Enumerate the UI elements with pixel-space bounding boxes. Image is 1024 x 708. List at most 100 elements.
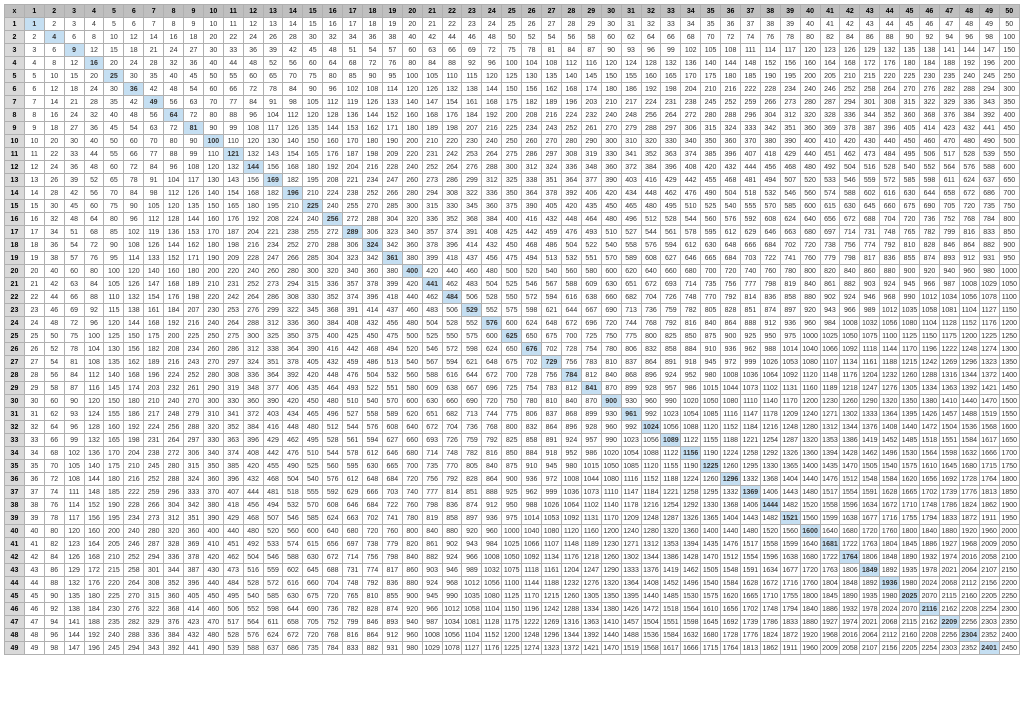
cell: 2 (24, 31, 44, 44)
cell: 430 (860, 135, 880, 148)
cell: 144 (243, 161, 263, 174)
cell: 336 (959, 96, 979, 109)
cell: 1457 (621, 616, 641, 629)
cell: 90 (601, 44, 621, 57)
cell: 215 (860, 70, 880, 83)
cell: 84 (64, 369, 84, 382)
cell: 312 (780, 109, 800, 122)
cell: 736 (462, 421, 482, 434)
cell: 230 (462, 135, 482, 148)
cell: 1330 (701, 499, 721, 512)
cell: 870 (581, 395, 601, 408)
cell: 322 (919, 96, 939, 109)
cell: 799 (343, 616, 363, 629)
cell: 1840 (919, 525, 939, 538)
cell: 440 (223, 525, 243, 538)
cell: 1350 (999, 356, 1019, 369)
cell: 186 (621, 83, 641, 96)
cell: 875 (502, 460, 522, 473)
cell: 196 (283, 187, 303, 200)
cell: 1666 (681, 642, 701, 655)
cell: 1554 (840, 486, 860, 499)
cell: 2303 (939, 642, 959, 655)
col-header: 37 (740, 5, 760, 18)
cell: 650 (502, 343, 522, 356)
cell: 420 (243, 460, 263, 473)
cell: 11 (223, 18, 243, 31)
cell: 1326 (780, 447, 800, 460)
cell: 1148 (820, 369, 840, 382)
cell: 144 (482, 83, 502, 96)
cell: 782 (462, 447, 482, 460)
cell: 96 (959, 31, 979, 44)
cell: 231 (144, 434, 164, 447)
cell: 1470 (701, 551, 721, 564)
cell: 1710 (900, 499, 920, 512)
cell: 210 (203, 278, 223, 291)
cell: 72 (482, 44, 502, 57)
cell: 864 (482, 473, 502, 486)
cell: 1288 (561, 603, 581, 616)
cell: 462 (840, 148, 860, 161)
cell: 946 (442, 564, 462, 577)
cell: 490 (701, 187, 721, 200)
cell: 780 (402, 512, 422, 525)
cell: 897 (780, 304, 800, 317)
cell: 184 (84, 603, 104, 616)
cell: 506 (442, 304, 462, 317)
cell: 132 (124, 291, 144, 304)
cell: 306 (681, 122, 701, 135)
cell: 288 (363, 213, 383, 226)
cell: 216 (363, 161, 383, 174)
cell: 612 (721, 226, 741, 239)
cell: 900 (601, 395, 621, 408)
col-header: 20 (402, 5, 422, 18)
cell: 416 (641, 174, 661, 187)
cell: 1333 (621, 564, 641, 577)
cell: 13 (263, 18, 283, 31)
cell: 1380 (919, 395, 939, 408)
cell: 1470 (979, 395, 999, 408)
cell: 48 (124, 109, 144, 122)
cell: 441 (184, 642, 204, 655)
cell: 1000 (999, 265, 1019, 278)
cell: 1085 (701, 408, 721, 421)
row-header: 20 (5, 265, 25, 278)
cell: 945 (542, 460, 562, 473)
cell: 1260 (701, 473, 721, 486)
cell: 1872 (780, 629, 800, 642)
cell: 51 (64, 226, 84, 239)
cell: 32 (84, 109, 104, 122)
cell: 960 (482, 525, 502, 538)
cell: 1024 (641, 421, 661, 434)
cell: 68 (84, 226, 104, 239)
cell: 525 (502, 278, 522, 291)
cell: 1190 (681, 460, 701, 473)
cell: 115 (104, 304, 124, 317)
cell: 640 (641, 265, 661, 278)
cell: 450 (363, 330, 383, 343)
cell: 57 (382, 44, 402, 57)
cell: 1053 (542, 512, 562, 525)
cell: 1392 (959, 382, 979, 395)
cell: 702 (780, 239, 800, 252)
cell: 300 (502, 161, 522, 174)
cell: 148 (740, 57, 760, 70)
cell: 27 (64, 122, 84, 135)
cell: 258 (124, 564, 144, 577)
cell: 240 (323, 200, 343, 213)
cell: 78 (263, 83, 283, 96)
cell: 1551 (661, 616, 681, 629)
cell: 475 (382, 330, 402, 343)
cell: 855 (900, 252, 920, 265)
cell: 385 (223, 460, 243, 473)
cell: 112 (561, 57, 581, 70)
cell: 40 (84, 135, 104, 148)
cell: 735 (979, 200, 999, 213)
cell: 104 (164, 174, 184, 187)
cell: 12 (44, 83, 64, 96)
cell: 14 (144, 31, 164, 44)
cell: 1824 (760, 629, 780, 642)
cell: 1386 (840, 434, 860, 447)
cell: 1665 (900, 486, 920, 499)
